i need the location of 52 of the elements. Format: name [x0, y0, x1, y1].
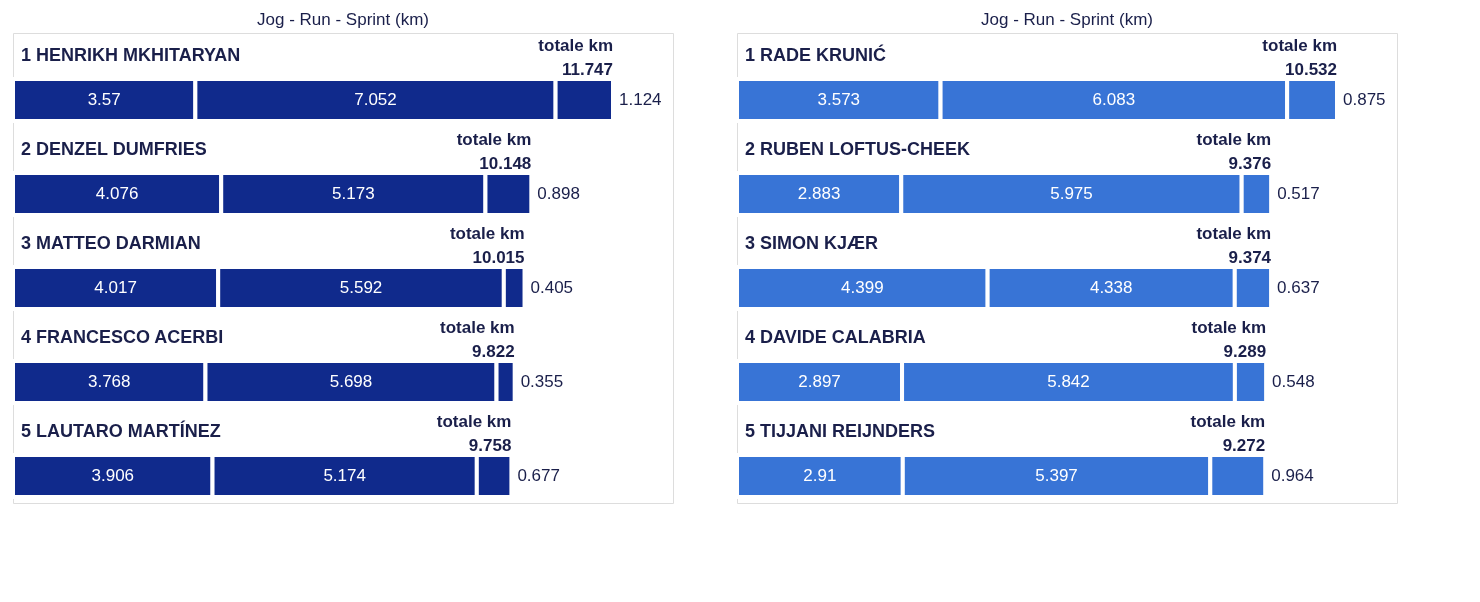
data-label: 4.076 — [95, 184, 139, 203]
y-tick-label: 1 HENRIKH MKHITARYAN — [21, 45, 241, 65]
total-label: totale km 9.822 — [440, 318, 515, 361]
data-label: 0.637 — [1277, 278, 1320, 297]
data-label: 4.338 — [1089, 278, 1133, 297]
y-tick-label: 5 LAUTARO MARTÍNEZ — [21, 420, 221, 441]
data-label: 0.898 — [537, 184, 580, 203]
data-label: 0.355 — [520, 372, 564, 391]
y-tick-label: 3 SIMON KJÆR — [745, 233, 879, 253]
y-tick-label: 2 RUBEN LOFTUS-CHEEK — [745, 139, 971, 159]
data-label: 0.405 — [530, 278, 574, 297]
total-label: totale km 10.015 — [449, 224, 525, 267]
data-label: 7.052 — [354, 90, 397, 109]
data-label: 5.174 — [323, 466, 366, 485]
y-tick-label: 2 DENZEL DUMFRIES — [21, 139, 207, 159]
total-label: totale km 10.148 — [456, 130, 532, 173]
y-tick-label: 4 DAVIDE CALABRIA — [745, 327, 926, 347]
data-label: 2.883 — [797, 184, 841, 203]
data-label: 5.975 — [1050, 184, 1093, 203]
data-label: 0.517 — [1277, 184, 1320, 203]
y-tick-label: 5 TIJJANI REIJNDERS — [745, 421, 936, 441]
total-label: totale km 9.758 — [436, 412, 512, 455]
total-label: totale km 9.374 — [1196, 224, 1272, 267]
data-label: 0.875 — [1343, 90, 1386, 109]
data-label: 5.173 — [332, 184, 375, 203]
data-label: 5.698 — [329, 372, 373, 391]
chart-title: Jog - Run - Sprint (km) — [981, 10, 1153, 29]
data-label: 3.768 — [87, 372, 131, 391]
data-label: 3.57 — [87, 90, 121, 109]
data-label: 4.399 — [841, 278, 884, 297]
data-label: 0.964 — [1271, 466, 1314, 485]
data-label: 5.842 — [1047, 372, 1090, 391]
total-label: totale km 11.747 — [538, 36, 613, 79]
data-label: 0.677 — [517, 466, 560, 485]
data-label: 3.906 — [91, 466, 135, 485]
data-label: 5.592 — [339, 278, 383, 297]
data-label: 2.91 — [803, 466, 837, 485]
data-label: 0.548 — [1272, 372, 1315, 391]
total-label: totale km 9.376 — [1196, 130, 1272, 173]
y-tick-label: 3 MATTEO DARMIAN — [21, 233, 201, 253]
total-label: totale km 9.289 — [1191, 318, 1267, 361]
data-label: 6.083 — [1092, 90, 1136, 109]
data-label: 1.124 — [619, 90, 662, 109]
total-label: totale km 9.272 — [1190, 412, 1266, 455]
chart-title: Jog - Run - Sprint (km) — [257, 10, 429, 29]
y-tick-label: 1 RADE KRUNIĆ — [745, 44, 887, 65]
total-label: totale km 10.532 — [1262, 36, 1337, 79]
data-label: 5.397 — [1035, 466, 1078, 485]
y-tick-label: 4 FRANCESCO ACERBI — [21, 327, 224, 347]
data-label: 2.897 — [798, 372, 841, 391]
data-label: 4.017 — [94, 278, 137, 297]
data-label: 3.573 — [817, 90, 861, 109]
